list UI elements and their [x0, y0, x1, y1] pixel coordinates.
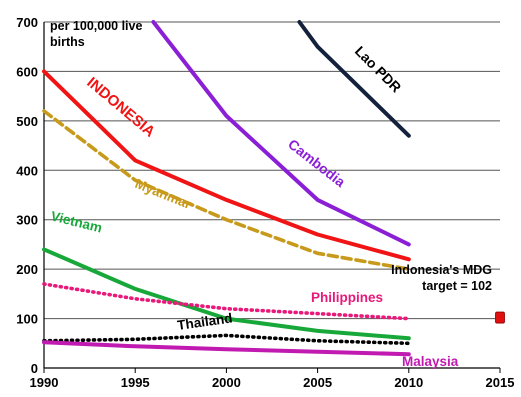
series-line-cambodia	[151, 20, 411, 247]
series-label-cambodia: Cambodia	[285, 136, 348, 190]
series-label-thailand: Thailand	[176, 310, 233, 333]
y-tick-label: 600	[16, 64, 38, 79]
series-label-indonesia: INDONESIA	[83, 74, 158, 141]
x-tick-label: 2010	[394, 375, 423, 390]
y-tick-label: 400	[16, 163, 38, 178]
x-tick-label: 2000	[212, 375, 241, 390]
y-axis-label-line1: per 100,000 live	[50, 19, 142, 33]
series-line-indonesia	[42, 69, 411, 262]
y-axis-label-line2: births	[50, 35, 85, 49]
series-line-vietnam	[42, 247, 411, 341]
y-tick-label: 700	[16, 15, 38, 30]
y-tick-label: 500	[16, 114, 38, 129]
series-label-malaysia: Malaysia	[402, 354, 459, 369]
series-lines	[42, 20, 411, 357]
y-tick-label: 100	[16, 312, 38, 327]
series-line-malaysia	[42, 340, 411, 357]
x-axis-ticks: 1990 1995 2000 2005 2010 2015	[30, 368, 515, 390]
series-line-myanmar	[42, 109, 411, 271]
x-tick-label: 2015	[486, 375, 515, 390]
y-tick-label: 200	[16, 262, 38, 277]
series-label-vietnam: Vietnam	[49, 208, 103, 235]
series-line-thailand	[42, 333, 411, 346]
mdg-target-marker	[495, 311, 505, 324]
x-tick-label: 1995	[121, 375, 150, 390]
gridlines	[43, 21, 500, 369]
series-labels: Lao PDRCambodiaINDONESIAMyanmarVietnamPh…	[49, 43, 459, 369]
y-axis-ticks: 0 100 200 300 400 500 600 700	[16, 15, 38, 376]
y-tick-label: 300	[16, 213, 38, 228]
series-line-philippines	[42, 282, 411, 321]
x-tick-label: 1990	[30, 375, 59, 390]
x-tick-label: 2005	[303, 375, 332, 390]
series-label-philippines: Philippines	[311, 290, 383, 305]
mdg-target-label-line1: Indonesia's MDG	[391, 263, 492, 277]
mdg-target-label-line2: target = 102	[422, 279, 492, 293]
y-tick-label: 0	[31, 361, 38, 376]
series-line-lao-pdr	[297, 20, 411, 138]
